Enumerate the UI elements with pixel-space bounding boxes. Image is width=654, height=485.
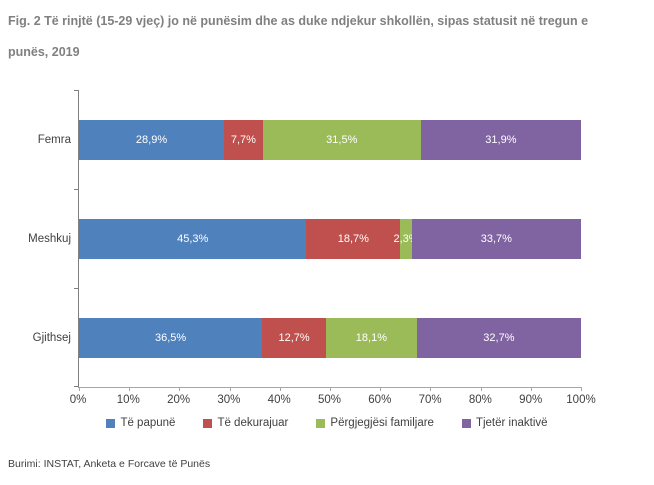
- legend-swatch-icon: [203, 418, 213, 428]
- bar-segment: 28,9%: [79, 119, 225, 160]
- bar-segment: 31,9%: [420, 119, 581, 160]
- bar-segment: 12,7%: [262, 317, 326, 358]
- x-axis-tick: [430, 387, 432, 391]
- x-axis-labels: 0% 10% 20% 30% 40% 50% 60% 70% 80% 90% 100%: [70, 394, 596, 410]
- bar-segment-label: 45,3%: [177, 232, 209, 245]
- legend-swatch-icon: [106, 418, 116, 428]
- bar-segment: 33,7%: [411, 218, 581, 259]
- bar-segment: 32,7%: [416, 317, 581, 358]
- y-axis-tick: [74, 90, 78, 91]
- x-axis-tick-label: 60%: [368, 394, 392, 406]
- x-axis-tick-label: 40%: [267, 394, 291, 406]
- bar-row-gjithsej: Gjithsej 36,5% 12,7% 18,1% 32,7%: [33, 288, 581, 387]
- legend-label: Tjetër inaktivë: [475, 417, 548, 429]
- x-axis-tick: [129, 387, 131, 391]
- category-label: Femra: [37, 133, 71, 146]
- bar-segment-label: 33,7%: [480, 232, 512, 245]
- x-axis-tick-label: 30%: [217, 394, 241, 406]
- x-axis-tick: [179, 387, 181, 391]
- x-axis-tick-label: 0%: [69, 394, 87, 406]
- legend-item: Tjetër inaktivë: [461, 417, 548, 429]
- y-axis-tick: [74, 287, 78, 289]
- x-axis-tick-label: 50%: [317, 394, 342, 406]
- x-axis-tick: [330, 387, 331, 391]
- x-axis-tick: [79, 387, 80, 391]
- category-label: Meshkuj: [28, 232, 71, 245]
- bar-segment-label: 28,9%: [135, 133, 168, 146]
- bar-row-meshkuj: Meshkuj 45,3% 18,7% 2,3% 33,7%: [28, 189, 581, 288]
- x-axis-tick-label: 20%: [167, 394, 191, 406]
- legend-swatch-icon: [461, 418, 471, 428]
- legend-item: Përgjegjësi familjare: [316, 417, 434, 429]
- legend-swatch-icon: [316, 418, 326, 428]
- x-axis-tick-label: 100%: [566, 394, 596, 406]
- y-axis-tick: [74, 386, 78, 387]
- x-axis-tick: [480, 387, 482, 391]
- x-axis-tick: [229, 387, 231, 391]
- legend-item: Të dekurajuar: [203, 417, 288, 429]
- stacked-bar: 45,3% 18,7% 2,3% 33,7%: [79, 218, 581, 259]
- bar-segment-label: 12,7%: [278, 331, 310, 344]
- bar-segment-label: 31,5%: [326, 133, 358, 146]
- source-note: Burimi: INSTAT, Anketa e Forcave të Punë…: [8, 458, 211, 470]
- bar-segment-label: 7,7%: [230, 133, 256, 146]
- figure-title: Fig. 2 Të rinjtë (15-29 vjeç) jo në punë…: [8, 14, 589, 59]
- bar-segment: 36,5%: [79, 317, 263, 358]
- bar-segment-label: 36,5%: [155, 331, 187, 344]
- bar-row-femra: Femra 28,9% 7,7% 31,5% 31,9%: [38, 90, 581, 189]
- y-axis-tick: [74, 188, 78, 190]
- legend-item: Të papunë: [106, 417, 175, 429]
- x-axis-tick: [279, 387, 281, 391]
- x-axis-tick-label: 90%: [519, 394, 543, 406]
- category-label: Gjithsej: [32, 331, 71, 344]
- bar-segment-label: 18,7%: [337, 232, 369, 245]
- bar-segment: 18,1%: [325, 317, 417, 358]
- x-axis-tick-label: 70%: [418, 394, 442, 406]
- stacked-bar: 28,9% 7,7% 31,5% 31,9%: [79, 119, 581, 160]
- stacked-bar: 36,5% 12,7% 18,1% 32,7%: [79, 317, 581, 358]
- x-axis-tick: [581, 387, 582, 391]
- legend-label: Të papunë: [120, 417, 176, 429]
- bar-segment: 18,7%: [306, 218, 401, 259]
- bar-segment: 7,7%: [224, 119, 263, 160]
- x-axis-tick: [530, 387, 532, 391]
- legend-label: Përgjegjësi familjare: [330, 417, 434, 429]
- x-axis-tick-label: 80%: [468, 394, 492, 406]
- legend-label: Të dekurajuar: [217, 417, 289, 429]
- plot-area: Femra 28,9% 7,7% 31,5% 31,9% Meshkuj 45,3% 18,7…: [28, 90, 582, 391]
- bar-segment: 31,5%: [262, 119, 421, 160]
- legend: Të papunë Të dekurajuar Përgjegjësi familj…: [0, 417, 654, 429]
- x-axis-tick-label: 10%: [116, 394, 140, 406]
- bar-segment-label: 18,1%: [355, 331, 387, 344]
- bar-segment: 2,3%: [393, 218, 419, 259]
- x-axis-tick: [380, 387, 382, 391]
- bar-segment-label: 32,7%: [483, 331, 515, 344]
- bar-segment: 45,3%: [79, 218, 307, 259]
- bar-segment-label: 31,9%: [485, 133, 517, 146]
